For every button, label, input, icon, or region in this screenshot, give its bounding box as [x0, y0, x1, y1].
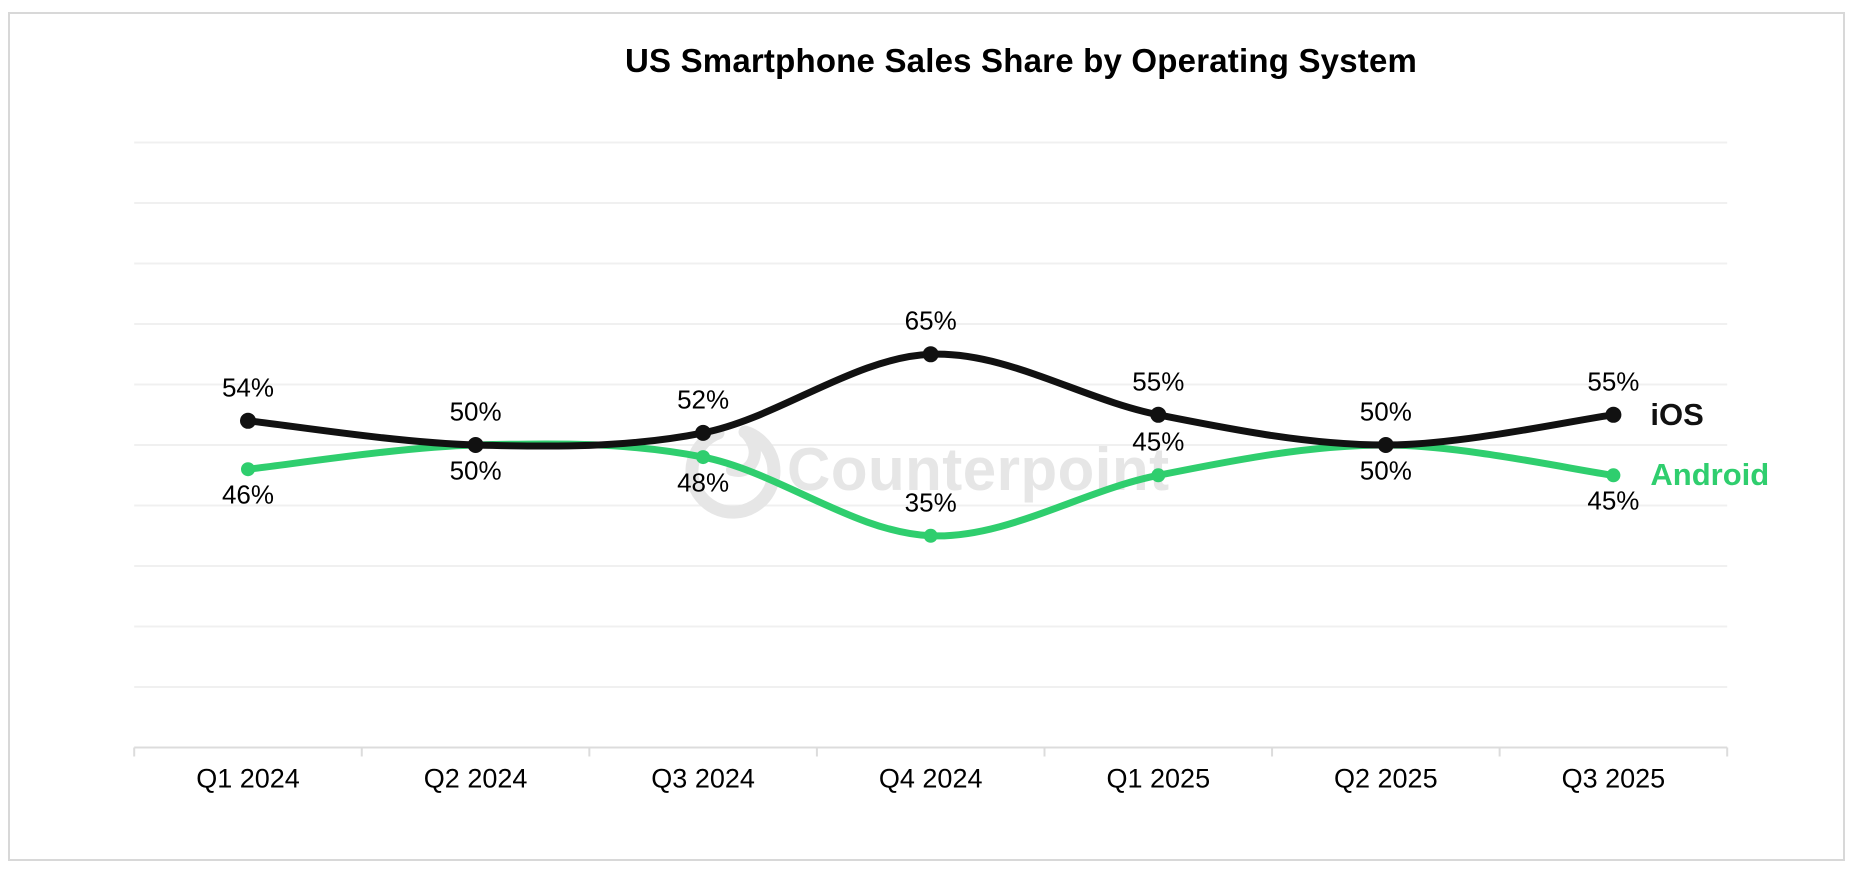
ios-data-label-q4-2024: 65% — [904, 305, 957, 336]
android-data-label-q4-2024: 35% — [904, 487, 957, 518]
ios-data-label-q2-2025: 50% — [1359, 396, 1412, 427]
android-point-q3-2025 — [1606, 468, 1621, 483]
x-axis-label-q2-2024: Q2 2024 — [423, 763, 528, 794]
ios-point-q1-2025 — [1150, 406, 1167, 423]
android-data-label-q3-2024: 48% — [677, 467, 730, 498]
ios-point-q3-2025 — [1605, 406, 1622, 423]
x-axis-label-q2-2025: Q2 2025 — [1334, 763, 1438, 794]
android-point-q1-2024 — [241, 462, 255, 477]
x-axis-label-q4-2024: Q4 2024 — [878, 763, 983, 794]
android-data-label-q1-2025: 45% — [1132, 426, 1185, 457]
android-point-q3-2024 — [696, 450, 711, 465]
x-axis-label-q1-2024: Q1 2024 — [196, 763, 300, 794]
x-axis-label-q1-2025: Q1 2025 — [1106, 763, 1211, 794]
ios-data-label-q1-2024: 54% — [221, 372, 275, 403]
x-axis-label-q3-2025: Q3 2025 — [1561, 763, 1666, 794]
android-point-q4-2024 — [923, 528, 938, 543]
android-data-label-q3-2025: 45% — [1587, 485, 1640, 516]
ios-point-q2-2025 — [1377, 437, 1394, 453]
android-point-q1-2025 — [1151, 468, 1166, 483]
ios-point-q2-2024 — [467, 437, 484, 453]
ios-point-q3-2024 — [695, 424, 712, 441]
ios-data-label-q1-2025: 55% — [1132, 366, 1185, 397]
series-label-ios: iOS — [1650, 396, 1704, 432]
x-axis-label-q3-2024: Q3 2024 — [651, 763, 755, 794]
ios-point-q1-2024 — [240, 412, 256, 429]
chart-title: US Smartphone Sales Share by Operating S… — [624, 42, 1418, 79]
series-label-android: Android — [1650, 457, 1770, 493]
android-data-label-q2-2025: 50% — [1359, 455, 1412, 486]
android-data-label-q2-2024: 50% — [449, 455, 502, 486]
android-data-label-q1-2024: 46% — [221, 479, 275, 510]
ios-data-label-q3-2025: 55% — [1587, 366, 1640, 397]
ios-point-q4-2024 — [922, 346, 939, 363]
ios-data-label-q2-2024: 50% — [449, 396, 502, 427]
ios-data-label-q3-2024: 52% — [677, 384, 730, 415]
